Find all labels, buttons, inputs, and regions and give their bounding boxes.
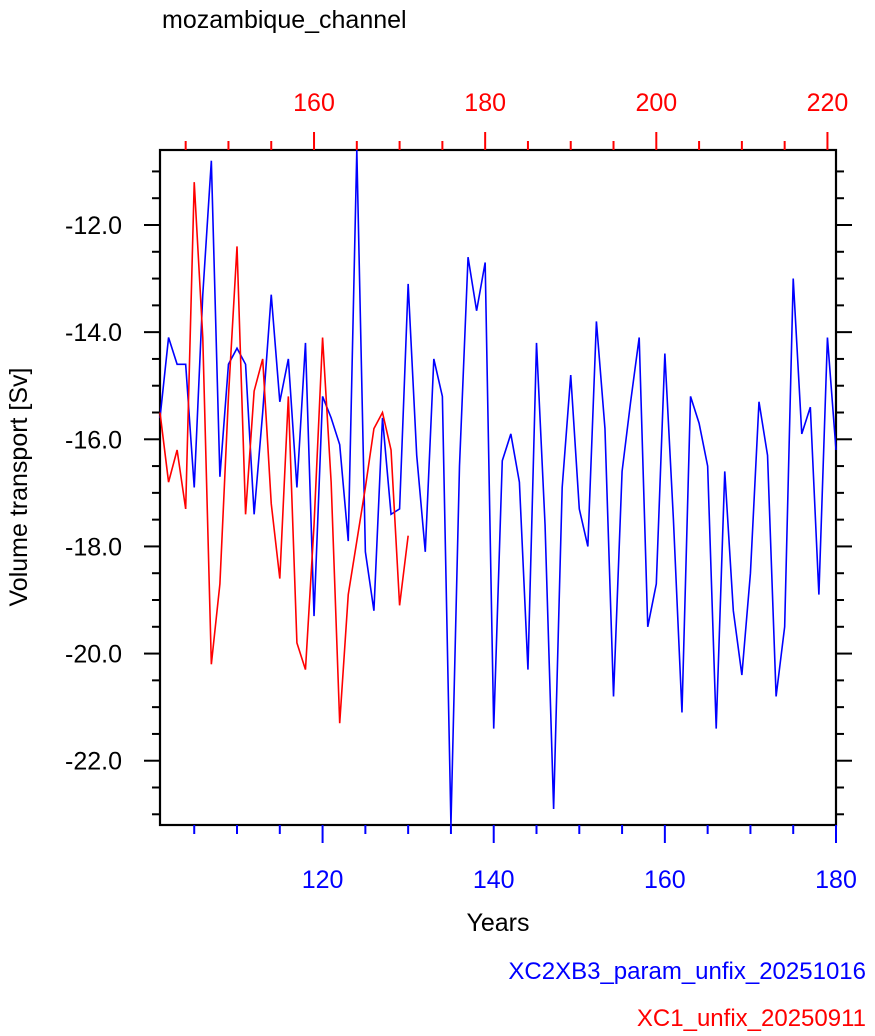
series-line-red [159, 182, 409, 724]
y-tick-label: -16.0 [65, 426, 122, 454]
legend-entry-blue: XC2XB3_param_unfix_20251016 [508, 958, 866, 985]
x-axis-label: Years [466, 909, 529, 937]
top-tick-label: 200 [635, 89, 677, 117]
bottom-tick-label: 140 [473, 866, 515, 894]
bottom-tick-label: 160 [644, 866, 686, 894]
y-axis-label: Volume transport [Sv] [5, 367, 33, 606]
y-tick-label: -18.0 [65, 533, 122, 561]
y-tick-label: -22.0 [65, 748, 122, 776]
plot-frame [158, 148, 838, 827]
series-layer [159, 149, 837, 826]
bottom-axis: 120 140 160 180 [193, 825, 857, 894]
left-axis: -12.0 -14.0 -16.0 -18.0 -20.0 -22.0 [65, 170, 852, 816]
bottom-tick-label: 120 [302, 866, 344, 894]
top-tick-label: 220 [807, 89, 849, 117]
y-tick-label: -14.0 [65, 319, 122, 347]
legend-entry-red: XC1_unfix_20250911 [637, 1005, 866, 1032]
top-tick-label: 160 [293, 89, 335, 117]
y-tick-label: -12.0 [65, 212, 122, 240]
chart-title: mozambique_channel [162, 6, 407, 34]
top-tick-label: 180 [464, 89, 506, 117]
y-tick-label: -20.0 [65, 641, 122, 669]
series-line-blue [159, 149, 837, 826]
top-axis: 160 180 200 220 [184, 89, 849, 150]
bottom-tick-label: 180 [815, 866, 857, 894]
